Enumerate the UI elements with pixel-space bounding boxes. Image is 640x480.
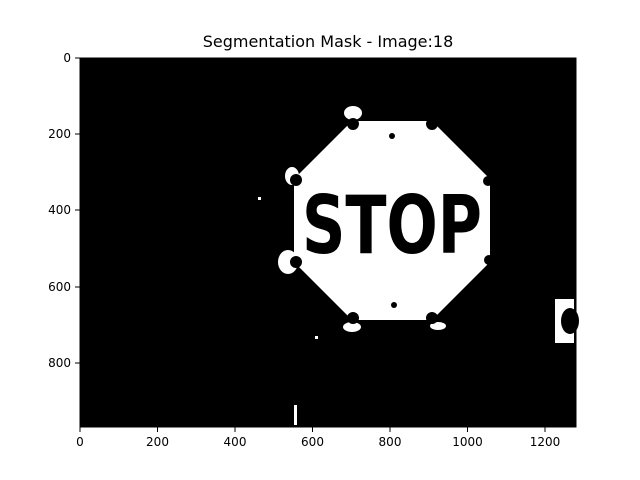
y-tick-label: 400	[48, 203, 71, 217]
x-tick-label: 200	[146, 435, 169, 449]
bolt-holes	[290, 118, 494, 324]
x-tick-label: 600	[301, 435, 324, 449]
edge-object-hole	[561, 308, 579, 334]
y-tick-label: 200	[48, 127, 71, 141]
y-tick-label: 0	[63, 51, 71, 65]
y-axis-labels: 0 200 400 600 800	[48, 51, 71, 370]
x-tick-label: 800	[379, 435, 402, 449]
x-axis-labels: 0 200 400 600 800 1000 1200	[76, 435, 560, 449]
stop-sign-text: STOP	[302, 179, 482, 272]
mask-noise	[258, 106, 446, 425]
x-tick-label: 400	[224, 435, 247, 449]
axes-frame	[79, 57, 577, 428]
figure-title: Segmentation Mask - Image:18	[202, 32, 454, 51]
stop-sign-mask	[294, 121, 490, 320]
y-tick-label: 600	[48, 280, 71, 294]
x-tick-label: 0	[76, 435, 84, 449]
x-axis-ticks	[79, 427, 546, 432]
x-tick-label: 1200	[530, 435, 561, 449]
x-tick-label: 1000	[452, 435, 483, 449]
y-axis-ticks	[75, 57, 80, 364]
y-tick-label: 800	[48, 356, 71, 370]
